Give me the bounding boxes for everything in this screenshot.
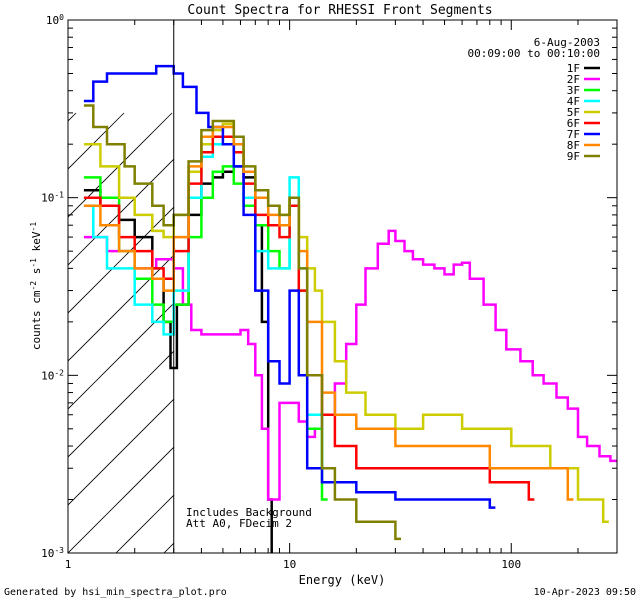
hatch-line [0,113,28,553]
hatch-line [68,112,125,170]
hatch-line [163,542,174,553]
y-tick-label: 10-1 [41,190,64,205]
y-tick-label: 10-2 [41,368,64,383]
y-tick-label: 10-3 [41,546,64,561]
series-line-7f [83,64,496,509]
hatch-line [68,302,174,410]
hatch-line [68,112,173,218]
footer-timestamp: 10-Apr-2023 09:50 [534,587,636,598]
x-tick-label: 1 [65,558,72,571]
hatch-line [500,113,640,553]
x-tick-label: 100 [501,558,521,571]
series-layer [83,64,617,553]
hatch-line [404,113,640,553]
axes: 1 10 100 10-3 10-2 10-1 100 [41,13,618,571]
legend-label-6f: 6F [567,117,580,130]
hatch-line [68,158,174,266]
y-axis-label: counts cm-2 s-1 keV-1 [29,222,44,350]
legend-time-range: 00:09:00 to 00:10:00 [468,47,600,60]
hatch-line [356,113,640,553]
hatch-line [212,113,640,553]
hatch-line [68,446,174,553]
series-line-2f [83,229,617,501]
annotation-line-attenuator: Att A0, FDecim 2 [186,517,292,530]
legend-label-5f: 5F [567,106,580,119]
legend-label-9f: 9F [567,150,580,163]
hatch-line [68,350,174,458]
legend-label-2f: 2F [567,73,580,86]
legend-label-1f: 1F [567,62,580,75]
legend-label-8f: 8F [567,139,580,152]
series-line-3f [83,165,328,501]
legend-label-3f: 3F [567,84,580,97]
legend: 6-Aug-2003 00:09:00 to 00:10:00 1F2F3F4F… [468,36,600,163]
x-tick-label: 10 [283,558,296,571]
hatch-line [596,113,640,553]
plot-frame [67,19,618,554]
hatch-line [548,113,640,553]
hatch-line [308,113,640,553]
legend-label-4f: 4F [567,95,580,108]
legend-date: 6-Aug-2003 [534,36,600,49]
annotation: Includes Background Att A0, FDecim 2 [186,506,312,530]
series-line-4f [83,142,328,470]
annotation-line-background: Includes Background [186,506,312,519]
chart-title: Count Spectra for RHESSI Front Segments [187,3,492,18]
hatch-line [260,113,640,553]
legend-label-7f: 7F [567,128,580,141]
series-line-9f [83,104,401,541]
x-axis-label: Energy (keV) [299,573,386,587]
hatch-line [452,113,640,553]
hatch-line [68,398,174,506]
y-tick-label: 100 [46,13,64,28]
series-line-8f [83,125,574,501]
hatch-line [68,254,174,362]
footer-generated-by: Generated by hsi_min_spectra_plot.pro [4,587,227,598]
background-hatched-region [0,112,640,553]
